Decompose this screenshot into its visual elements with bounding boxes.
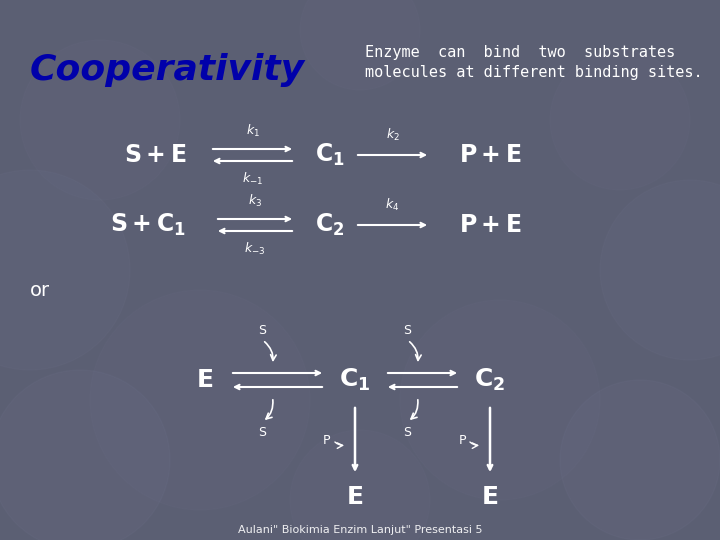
Text: molecules at different binding sites.: molecules at different binding sites. bbox=[365, 64, 703, 79]
Text: $\mathbf{C_2}$: $\mathbf{C_2}$ bbox=[474, 367, 505, 393]
Text: $\mathbf{E}$: $\mathbf{E}$ bbox=[197, 368, 214, 392]
Text: S: S bbox=[258, 426, 266, 438]
Text: S: S bbox=[258, 323, 266, 336]
Text: or: or bbox=[30, 280, 50, 300]
Text: $\mathbf{S+C_1}$: $\mathbf{S+C_1}$ bbox=[110, 212, 186, 238]
Text: Cooperativity: Cooperativity bbox=[30, 53, 305, 87]
Circle shape bbox=[600, 180, 720, 360]
Text: $k_3$: $k_3$ bbox=[248, 193, 262, 209]
Text: $k_1$: $k_1$ bbox=[246, 123, 259, 139]
Text: $\mathbf{P+E}$: $\mathbf{P+E}$ bbox=[459, 143, 521, 167]
Circle shape bbox=[560, 380, 720, 540]
Circle shape bbox=[0, 170, 130, 370]
Text: $\mathbf{P+E}$: $\mathbf{P+E}$ bbox=[459, 213, 521, 237]
Text: $k_{-3}$: $k_{-3}$ bbox=[244, 241, 266, 257]
Text: P: P bbox=[458, 434, 466, 447]
Text: $k_2$: $k_2$ bbox=[386, 127, 400, 143]
Text: $\mathbf{E}$: $\mathbf{E}$ bbox=[482, 485, 498, 509]
Text: Aulani" Biokimia Enzim Lanjut" Presentasi 5: Aulani" Biokimia Enzim Lanjut" Presentas… bbox=[238, 525, 482, 535]
Text: $\mathbf{C_1}$: $\mathbf{C_1}$ bbox=[339, 367, 371, 393]
Text: S: S bbox=[403, 323, 412, 336]
Text: S: S bbox=[403, 426, 412, 438]
Text: $\mathbf{S+E}$: $\mathbf{S+E}$ bbox=[124, 143, 186, 167]
Text: $\mathbf{C_2}$: $\mathbf{C_2}$ bbox=[315, 212, 345, 238]
Text: P: P bbox=[323, 434, 330, 447]
Text: $\mathbf{E}$: $\mathbf{E}$ bbox=[346, 485, 364, 509]
Text: $k_{-1}$: $k_{-1}$ bbox=[242, 171, 263, 187]
Text: $k_4$: $k_4$ bbox=[385, 197, 400, 213]
Text: Enzyme  can  bind  two  substrates: Enzyme can bind two substrates bbox=[365, 44, 675, 59]
Text: $\mathbf{C_1}$: $\mathbf{C_1}$ bbox=[315, 142, 345, 168]
Circle shape bbox=[0, 370, 170, 540]
